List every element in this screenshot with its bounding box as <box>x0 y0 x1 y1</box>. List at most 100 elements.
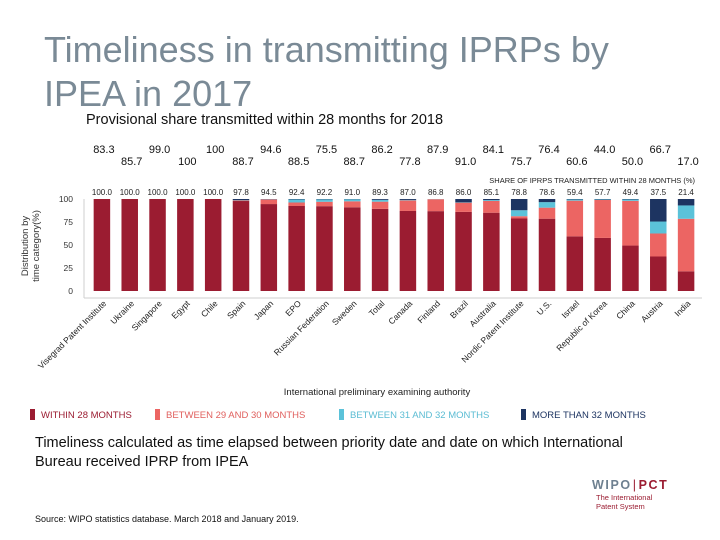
share-label: 92.2 <box>317 188 333 197</box>
bar-segment-between-29-and-30-months <box>650 233 667 257</box>
x-tick-label: Israel <box>559 298 581 320</box>
share-label: 86.0 <box>456 188 472 197</box>
provisional-2018-label: 17.0 <box>677 156 698 168</box>
bar-segment-within-28-months <box>622 245 639 291</box>
bar-segment-between-29-and-30-months <box>232 200 250 202</box>
legend: WITHIN 28 MONTHS BETWEEN 29 AND 30 MONTHS… <box>30 409 646 421</box>
logo-tagline: The International Patent System <box>592 493 702 511</box>
bar-segment-between-31-and-32-months <box>566 199 584 201</box>
bar-segment-within-28-months <box>650 256 667 291</box>
share-label: 59.4 <box>567 188 583 197</box>
bar-stack <box>538 199 556 291</box>
bar-segment-between-29-and-30-months <box>677 218 695 272</box>
bar-segment-more-than-32-months <box>510 199 528 211</box>
source-note: Source: WIPO statistics database. March … <box>35 514 299 524</box>
bar-segment-within-28-months <box>260 204 278 291</box>
provisional-2018-label: 75.7 <box>510 156 531 168</box>
y-tick-label: 50 <box>64 240 74 250</box>
bars <box>93 199 695 291</box>
logo-wordmark: WIPO|PCT <box>592 478 702 492</box>
share-label: 89.3 <box>372 188 388 197</box>
logo-separator: | <box>632 478 638 492</box>
provisional-2018-label: 99.0 <box>149 144 170 156</box>
bar-segment-between-29-and-30-months <box>344 201 361 208</box>
legend-label: BETWEEN 29 AND 30 MONTHS <box>166 410 305 421</box>
logo-wipo: WIPO <box>592 478 632 492</box>
bar-segment-between-31-and-32-months <box>538 202 556 208</box>
share-label: 86.8 <box>428 188 444 197</box>
legend-swatch <box>339 409 344 420</box>
bar-stack <box>677 199 695 291</box>
bar-segment-within-28-months <box>427 211 444 291</box>
bar-stack <box>260 199 278 291</box>
bar-segment-more-than-32-months <box>232 199 250 201</box>
x-axis-title: International preliminary examining auth… <box>284 387 471 398</box>
bar-segment-within-28-months <box>149 199 166 291</box>
bar-stack <box>510 199 528 291</box>
bar-stack <box>288 199 305 291</box>
provisional-2018-label: 83.3 <box>93 144 114 156</box>
provisional-2018-label: 85.7 <box>121 156 142 168</box>
x-tick-label: China <box>614 298 637 321</box>
bar-segment-between-31-and-32-months <box>677 205 695 219</box>
bar-stack <box>232 199 250 291</box>
share-label: 100.0 <box>148 188 169 197</box>
bar-segment-within-28-months <box>316 206 333 291</box>
share-label: 21.4 <box>678 188 694 197</box>
share-label: 92.4 <box>289 188 305 197</box>
share-label: 100.0 <box>120 188 141 197</box>
bar-segment-within-28-months <box>538 218 556 291</box>
bar-stack <box>344 199 361 291</box>
bar-segment-between-29-and-30-months <box>622 200 639 246</box>
bar-stack <box>177 199 194 291</box>
bar-stack <box>650 199 667 291</box>
y-axis: 0 25 50 75 100 <box>59 194 85 298</box>
legend-label: MORE THAN 32 MONTHS <box>532 410 646 421</box>
bar-segment-between-29-and-30-months <box>510 216 528 219</box>
bar-segment-within-28-months <box>371 208 389 291</box>
logo-tagline-2: Patent System <box>596 502 645 511</box>
logo-tagline-1: The International <box>596 493 653 502</box>
bar-stack <box>121 199 138 291</box>
logo-pct: PCT <box>638 478 669 492</box>
y-axis-title-line2: time category(%) <box>31 210 42 282</box>
provisional-2018-label: 88.5 <box>288 156 309 168</box>
provisional-2018-label: 84.1 <box>483 144 504 156</box>
provisional-2018-labels: 83.3 85.7 99.0 100 100 88.7 94.6 88.5 75.5 88.7 86… <box>93 144 699 168</box>
bar-segment-more-than-32-months <box>399 199 417 200</box>
bar-segment-more-than-32-months <box>677 199 695 206</box>
x-tick-label: Japan <box>252 298 276 322</box>
share-label: 37.5 <box>650 188 666 197</box>
bar-segment-between-31-and-32-months <box>483 200 500 201</box>
provisional-2018-label: 44.0 <box>594 144 615 156</box>
provisional-2018-label: 88.7 <box>344 156 365 168</box>
bar-stack <box>316 199 333 291</box>
legend-label: WITHIN 28 MONTHS <box>41 410 132 421</box>
wipo-pct-logo: WIPO|PCT The International Patent System <box>592 478 702 511</box>
bar-stack <box>483 199 500 291</box>
bar-segment-more-than-32-months <box>371 199 389 200</box>
bar-segment-within-28-months <box>677 271 695 291</box>
slide-title: Timeliness in transmitting IPRPs by IPEA… <box>44 29 609 114</box>
bar-segment-within-28-months <box>483 212 500 291</box>
bar-segment-between-31-and-32-months <box>316 199 333 202</box>
provisional-2018-label: 75.5 <box>316 144 337 156</box>
bar-segment-more-than-32-months <box>455 199 472 203</box>
bar-segment-between-29-and-30-months <box>455 202 472 212</box>
x-tick-label: Sweden <box>330 298 359 327</box>
bar-segment-within-28-months <box>455 211 472 291</box>
slide-subtitle: Provisional share transmitted within 28 … <box>86 112 444 128</box>
bar-stack <box>204 199 222 291</box>
legend-item: WITHIN 28 MONTHS <box>30 409 132 421</box>
bar-segment-between-29-and-30-months <box>427 199 444 212</box>
x-tick-label: Chile <box>199 298 220 319</box>
bar-segment-within-28-months <box>399 210 417 291</box>
x-tick-label: India <box>672 298 692 318</box>
provisional-2018-label: 86.2 <box>371 144 392 156</box>
bar-segment-between-31-and-32-months <box>288 199 305 203</box>
bar-stack <box>149 199 166 291</box>
bar-segment-between-31-and-32-months <box>344 199 361 202</box>
x-tick-label: Visegrad Patent Institute <box>36 298 109 371</box>
bar-stack <box>93 199 111 291</box>
x-tick-label: Brazil <box>448 298 470 320</box>
